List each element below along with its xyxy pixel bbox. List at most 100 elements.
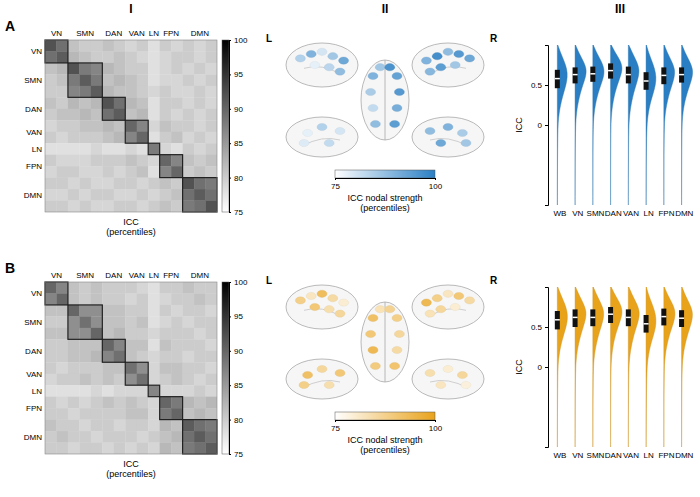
region [303,129,313,136]
cell [160,178,172,190]
region [299,139,309,146]
cell [194,328,206,340]
cell [56,143,68,155]
cell [45,397,57,409]
region [454,50,464,57]
tick-label: 0.5 [531,81,543,90]
cell [45,178,57,190]
cell [79,201,91,212]
axis-line [545,288,549,448]
brain-outline [412,359,484,399]
network-label: DMN [191,271,209,280]
cell [91,143,103,155]
cell [160,408,172,420]
cell [206,155,217,167]
cell [137,362,149,374]
cell [148,109,160,121]
cell [137,132,149,144]
cell [148,351,160,363]
cell [45,63,57,75]
cell [148,443,160,454]
cell [102,109,114,121]
cell [125,431,137,443]
cell [56,86,68,98]
cell [171,132,183,144]
cell [183,143,195,155]
cell [194,431,206,443]
cell [114,132,126,144]
cell [102,397,114,409]
network-box [45,40,68,63]
tick-mark [229,143,231,144]
cell [56,51,68,63]
cell [79,397,91,409]
cell [137,420,149,432]
region [310,303,320,310]
tick-label: 0.5 [531,323,543,332]
cell [125,63,137,75]
midline [385,302,386,382]
cell [45,316,57,328]
cell [160,143,172,155]
cell [183,74,195,86]
axis: 7580859095100 [229,36,248,217]
tick: 75 [229,450,243,459]
network-box [125,120,148,143]
hemisphere-label: R [490,33,498,44]
network-label: FPN [163,29,179,38]
cell [102,282,114,294]
tick-mark [229,420,231,421]
region [392,346,402,353]
cell [125,443,137,454]
column-label: I [129,2,132,16]
cell [137,63,149,75]
tick-mark [545,367,548,368]
cell [68,339,80,351]
cell [79,443,91,454]
tick-label: 90 [234,105,243,114]
cell [114,189,126,201]
cell [91,328,103,340]
cell [68,74,80,86]
cell [45,420,57,432]
median [555,319,560,321]
cell [45,74,57,86]
network-box [160,155,183,178]
category-label: VN [572,209,583,218]
cell [102,385,114,397]
tick-label: 80 [234,416,243,425]
matrix [45,40,217,212]
cell [194,316,206,328]
network-box [148,385,159,396]
cell [45,362,57,374]
box [608,63,613,78]
cell [45,443,57,454]
panel-label: B [5,260,15,276]
cell [160,155,172,167]
cell [171,305,183,317]
cell [206,282,217,294]
cell [137,282,149,294]
region [450,303,460,310]
cell [114,374,126,386]
colorbar [222,282,229,454]
cell [171,109,183,121]
cell [114,178,126,190]
cell [194,420,206,432]
cell [160,189,172,201]
cell [68,397,80,409]
cell [183,178,195,190]
cell [206,362,217,374]
cell [171,443,183,454]
network-label: SMN [76,29,94,38]
category-label: SMN [587,209,605,218]
cell [114,339,126,351]
cell [125,51,137,63]
cell [194,201,206,212]
category-label: SMN [587,451,605,460]
cell [171,178,183,190]
cell [114,443,126,454]
tick-mark [435,178,436,180]
brain-outline [286,43,358,87]
colorbar-label: ICC(percentiles) [106,217,156,237]
